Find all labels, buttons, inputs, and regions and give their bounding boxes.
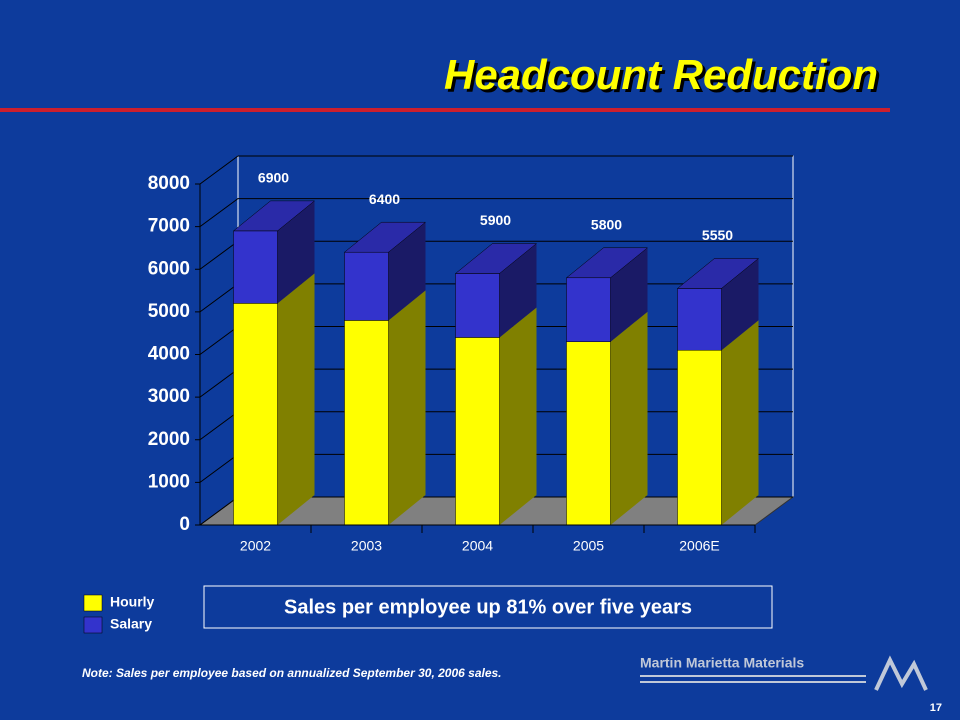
bar-side [277, 200, 315, 304]
bar-side [610, 247, 648, 342]
bar-side [499, 243, 537, 338]
chart-title: Headcount Reduction [444, 51, 878, 98]
total-label: 5800 [591, 216, 622, 232]
bar-side [721, 320, 759, 525]
y-tick-label: 1000 [148, 471, 190, 492]
bar-side [388, 222, 426, 321]
grid-line [199, 155, 793, 185]
note: Note: Sales per employee based on annual… [82, 666, 502, 680]
bar-top [565, 247, 649, 279]
total-label: 5900 [480, 212, 511, 228]
y-tick-label: 7000 [148, 216, 190, 237]
bar [344, 320, 389, 526]
title-rule [0, 108, 890, 112]
legend-label: Hourly [110, 594, 155, 610]
legend-swatch [83, 594, 103, 612]
page-number: 17 [930, 702, 942, 714]
bar-side [610, 311, 648, 525]
y-tick-label: 8000 [148, 173, 190, 194]
y-tick-label: 5000 [148, 301, 190, 322]
total-label: 6900 [258, 170, 289, 186]
y-tick-label: 3000 [148, 386, 190, 407]
legend-label: Salary [110, 616, 152, 632]
x-tick-label: 2006E [679, 538, 719, 554]
bar [233, 303, 278, 526]
bar [566, 341, 611, 526]
bar-side [721, 258, 759, 351]
x-tick-label: 2003 [351, 538, 382, 554]
y-tick-label: 0 [179, 514, 190, 535]
x-tick-label: 2004 [462, 538, 493, 554]
legend-swatch [83, 616, 103, 634]
y-tick-label: 2000 [148, 429, 190, 450]
total-label: 6400 [369, 191, 400, 207]
bar-side [388, 290, 426, 525]
bar-top [676, 258, 760, 289]
logo-mark [874, 655, 928, 691]
bar [677, 288, 722, 351]
bar [233, 230, 278, 304]
title-shadow: Headcount Reduction [447, 54, 881, 101]
bar [344, 251, 389, 321]
y-tick-label: 6000 [148, 258, 190, 279]
annotation-box [203, 585, 773, 629]
bar-top [343, 221, 427, 253]
company-name: Martin Marietta Materials [640, 655, 804, 671]
bar [455, 337, 500, 526]
annotation: Sales per employee up 81% over five year… [284, 596, 692, 618]
bar-side [277, 273, 315, 525]
bar [677, 349, 722, 526]
grid-line [199, 198, 793, 228]
bar-top [454, 243, 538, 274]
bar [455, 273, 500, 338]
bar-top [232, 200, 316, 232]
bar [566, 277, 611, 342]
total-label: 5550 [702, 227, 733, 243]
x-tick-label: 2005 [573, 538, 604, 554]
bar-side [499, 307, 537, 525]
y-tick-label: 4000 [148, 344, 190, 365]
x-tick-label: 2002 [240, 538, 271, 554]
